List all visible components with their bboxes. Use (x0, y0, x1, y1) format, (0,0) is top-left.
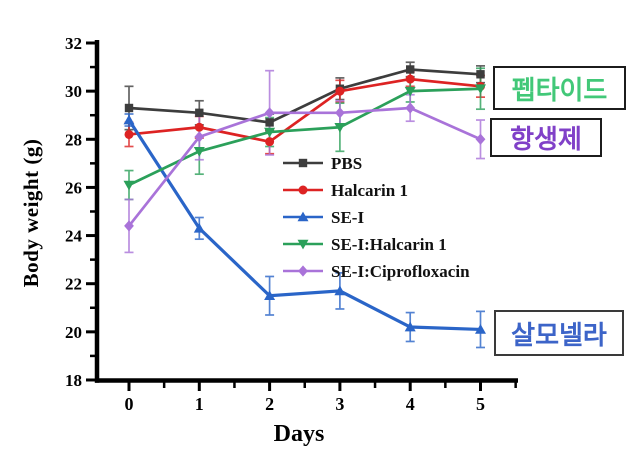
legend-item-SE-I:Ciprofloxacin: SE-I:Ciprofloxacin (283, 262, 470, 281)
svg-text:SE-I:Ciprofloxacin: SE-I:Ciprofloxacin (331, 262, 470, 281)
svg-text:1: 1 (195, 394, 204, 414)
annotation-antibiotic-box: 항생제 (490, 118, 602, 157)
svg-text:Halcarin 1: Halcarin 1 (331, 181, 408, 200)
series-SE-I:Ciprofloxacin (124, 102, 486, 232)
annotation-peptide-box: 펩타이드 (493, 66, 626, 110)
svg-text:32: 32 (65, 34, 82, 53)
svg-text:0: 0 (125, 394, 134, 414)
legend-item-PBS: PBS (283, 154, 362, 173)
svg-text:26: 26 (65, 178, 82, 197)
legend: PBS Halcarin 1 SE-I SE-I:Halcarin 1 SE-I:Cip… (283, 154, 470, 281)
svg-text:PBS: PBS (331, 154, 362, 173)
svg-text:SE-I:Halcarin 1: SE-I:Halcarin 1 (331, 235, 447, 254)
svg-text:28: 28 (65, 130, 82, 149)
svg-text:30: 30 (65, 82, 82, 101)
error-bars-SE-I:Halcarin 1 (124, 67, 485, 201)
axes: 18 20 22 24 26 28 30 32 0 1 2 3 4 5 (65, 34, 518, 414)
error-bars-SE-I (124, 113, 485, 349)
svg-text:5: 5 (476, 394, 485, 414)
svg-text:3: 3 (335, 394, 344, 414)
svg-text:20: 20 (65, 323, 82, 342)
svg-text:2: 2 (265, 394, 274, 414)
x-axis-title: Days (273, 421, 325, 447)
series-SE-I:Halcarin 1 (123, 84, 486, 191)
svg-text:24: 24 (65, 227, 83, 246)
legend-item-SE-I: SE-I (283, 208, 364, 227)
svg-text:18: 18 (65, 371, 82, 390)
svg-text:SE-I: SE-I (331, 208, 364, 227)
series-SE-I (123, 114, 486, 334)
legend-item-Halcarin 1: Halcarin 1 (283, 181, 408, 200)
svg-text:4: 4 (406, 394, 415, 414)
svg-text:22: 22 (65, 275, 82, 294)
y-axis-title: Body weight (g) (19, 138, 43, 288)
annotation-salmonella-box: 살모넬라 (494, 310, 624, 356)
error-bars-PBS (124, 61, 485, 132)
legend-item-SE-I:Halcarin 1: SE-I:Halcarin 1 (283, 235, 447, 254)
